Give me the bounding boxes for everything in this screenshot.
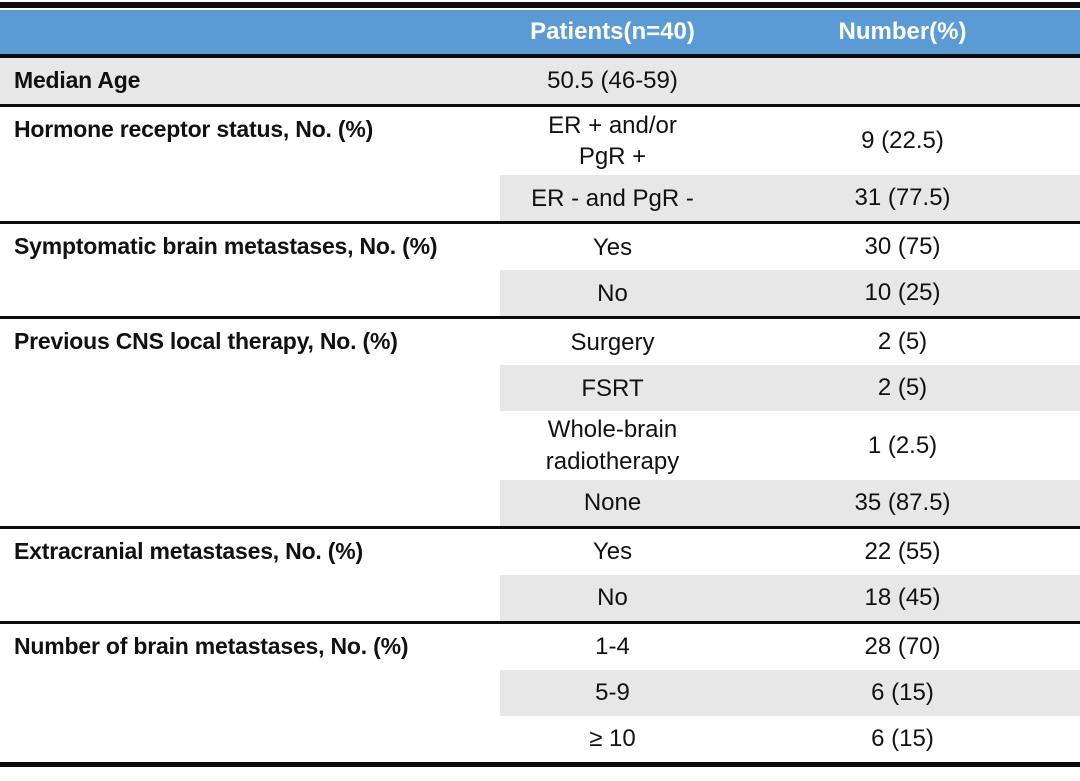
number-percent-cell: 35 (87.5)	[854, 488, 951, 516]
section-rows: Yes 30 (75) No 10 (25)	[500, 224, 1080, 317]
table-section: Previous CNS local therapy, No. (%) Surge…	[0, 316, 1080, 526]
section-label: Previous CNS local therapy, No. (%)	[14, 328, 398, 355]
patients-value-cell: Whole-brain radiotherapy	[545, 416, 680, 475]
patients-value-cell: No	[597, 279, 628, 307]
table-row: 5-9 6 (15)	[500, 669, 1080, 716]
patients-value-cell: 1-4	[595, 633, 630, 661]
table-row: None 35 (87.5)	[500, 479, 1080, 526]
number-percent-cell: 31 (77.5)	[854, 184, 951, 212]
table-row: ER - and PgR - 31 (77.5)	[500, 175, 1080, 222]
table-row: FSRT 2 (5)	[500, 365, 1080, 412]
number-percent-cell: 6 (15)	[871, 678, 934, 706]
patients-value-cell: 50.5 (46-59)	[547, 67, 678, 95]
table-row: 1-4 28 (70)	[500, 624, 1080, 670]
number-percent-cell: 1 (2.5)	[867, 431, 938, 459]
number-percent-cell: 30 (75)	[864, 233, 941, 261]
section-rows: 1-4 28 (70) 5-9 6 (15) ≥ 10 6 (15)	[500, 624, 1080, 762]
number-percent-cell: 28 (70)	[864, 632, 941, 660]
table-section: Hormone receptor status, No. (%) ER + and…	[0, 104, 1080, 222]
number-percent-cell: 2 (5)	[877, 328, 928, 356]
patients-value-cell: Yes	[592, 538, 633, 566]
table-row: No 10 (25)	[500, 270, 1080, 317]
table-section: Median Age 50.5 (46-59)	[0, 58, 1080, 104]
number-percent-cell	[725, 78, 1080, 84]
patients-value-cell: ≥ 10	[589, 725, 636, 753]
number-percent-cell: 18 (45)	[864, 583, 941, 611]
section-rows: Surgery 2 (5) FSRT 2 (5) Whole-brain radioth…	[500, 319, 1080, 526]
table-header-row: Patients(n=40) Number(%)	[0, 10, 1080, 58]
patients-value-cell: ER + and/or PgR +	[548, 112, 677, 171]
table-section: Symptomatic brain metastases, No. (%) Yes…	[0, 221, 1080, 317]
table-row: ≥ 10 6 (15)	[500, 716, 1080, 762]
section-rows: ER + and/or PgR + 9 (22.5) ER - and PgR - 3…	[500, 107, 1080, 222]
section-label: Extracranial metastases, No. (%)	[14, 537, 363, 564]
table-body: Median Age 50.5 (46-59) Hormone receptor s…	[0, 58, 1080, 762]
section-label: Median Age	[14, 67, 141, 93]
number-percent-cell: 22 (55)	[864, 537, 941, 565]
number-percent-cell: 6 (15)	[871, 724, 934, 752]
table-row: 50.5 (46-59)	[500, 58, 1080, 104]
section-label: Number of brain metastases, No. (%)	[14, 632, 409, 659]
table-row: No 18 (45)	[500, 574, 1080, 621]
section-rows: Yes 22 (55) No 18 (45)	[500, 529, 1080, 621]
patients-value-cell: FSRT	[581, 374, 644, 402]
table-section: Number of brain metastases, No. (%) 1-4 28…	[0, 620, 1080, 762]
table-bottom-rule	[0, 761, 1080, 767]
number-percent-cell: 9 (22.5)	[861, 127, 944, 155]
table-row: Surgery 2 (5)	[500, 319, 1080, 365]
patients-value-cell: Yes	[592, 233, 633, 261]
table-section: Extracranial metastases, No. (%) Yes 22 (5…	[0, 525, 1080, 621]
patients-value-cell: No	[597, 584, 628, 612]
table-row: ER + and/or PgR + 9 (22.5)	[500, 107, 1080, 175]
table-row: Yes 30 (75)	[500, 224, 1080, 270]
section-rows: 50.5 (46-59)	[500, 58, 1080, 104]
header-number-percent-label: Number(%)	[838, 18, 967, 45]
section-label: Symptomatic brain metastases, No. (%)	[14, 233, 438, 260]
patients-value-cell: 5-9	[595, 679, 630, 707]
patients-value-cell: None	[583, 489, 642, 517]
patients-value-cell: ER - and PgR -	[531, 184, 694, 212]
table-row: Whole-brain radiotherapy 1 (2.5)	[500, 411, 1080, 479]
header-patients-label: Patients(n=40)	[530, 18, 695, 45]
table-top-rule	[0, 2, 1080, 8]
number-percent-cell: 10 (25)	[864, 279, 941, 307]
patients-value-cell: Surgery	[570, 328, 655, 356]
number-percent-cell: 2 (5)	[877, 374, 928, 402]
table-row: Yes 22 (55)	[500, 529, 1080, 575]
section-label: Hormone receptor status, No. (%)	[14, 116, 374, 142]
